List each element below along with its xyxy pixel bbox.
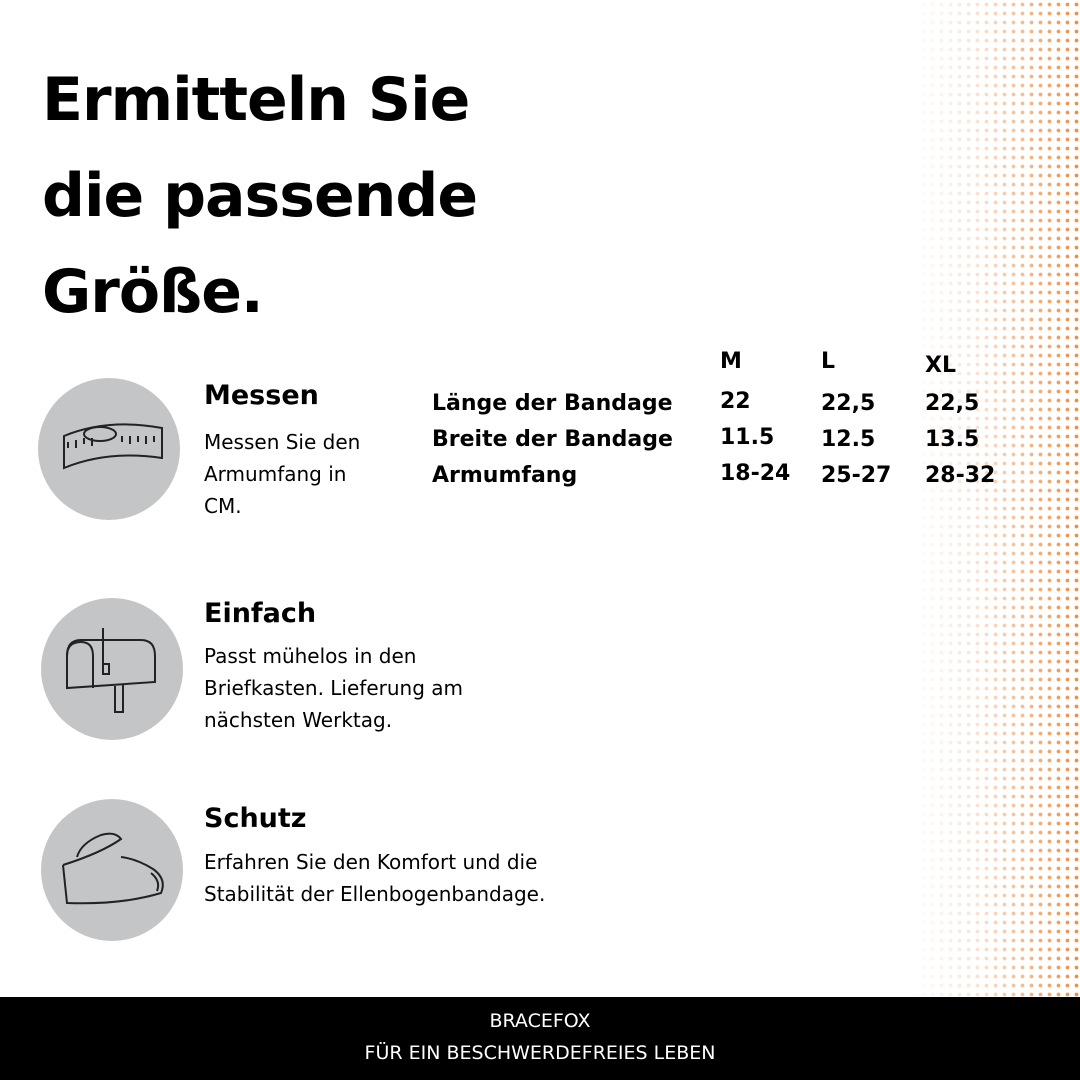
size-value: 22,5: [821, 391, 876, 416]
footer-brand: BRACEFOX: [489, 1010, 591, 1032]
row-label: Breite der Bandage: [432, 427, 673, 452]
feature-text: Passt mühelos in den Briefkasten. Liefer…: [204, 644, 464, 732]
size-value: 22: [720, 389, 751, 414]
feature-heading: Messen: [204, 380, 319, 411]
footer: BRACEFOX FÜR EIN BESCHWERDEFREIES LEBEN: [0, 997, 1080, 1080]
dot-pattern: [910, 0, 1080, 997]
size-value: 13.5: [925, 427, 980, 452]
feature-heading: Schutz: [204, 803, 307, 834]
feature-text: Messen Sie den Armumfang in CM.: [204, 430, 361, 518]
feature-text: Erfahren Sie den Komfort und die Stabili…: [204, 850, 546, 906]
title-line: Größe.: [42, 257, 264, 327]
row-label: Länge der Bandage: [432, 391, 673, 416]
row-label: Armumfang: [432, 463, 578, 488]
size-column: M: [720, 349, 742, 374]
size-value: 28-32: [925, 463, 996, 488]
size-column: XL: [925, 353, 956, 378]
title-line: Ermitteln Sie: [42, 65, 470, 135]
size-value: 18-24: [720, 461, 791, 486]
footer-tagline: FÜR EIN BESCHWERDEFREIES LEBEN: [364, 1042, 716, 1064]
measure-icon: [38, 378, 180, 520]
size-value: 25-27: [821, 463, 892, 488]
bandage-icon: [41, 799, 183, 941]
title-line: die passende: [42, 161, 478, 231]
size-column: L: [821, 349, 836, 374]
mailbox-icon: [41, 598, 183, 740]
size-value: 11.5: [720, 425, 775, 450]
size-value: 22,5: [925, 391, 980, 416]
feature-heading: Einfach: [204, 598, 317, 629]
size-value: 12.5: [821, 427, 876, 452]
